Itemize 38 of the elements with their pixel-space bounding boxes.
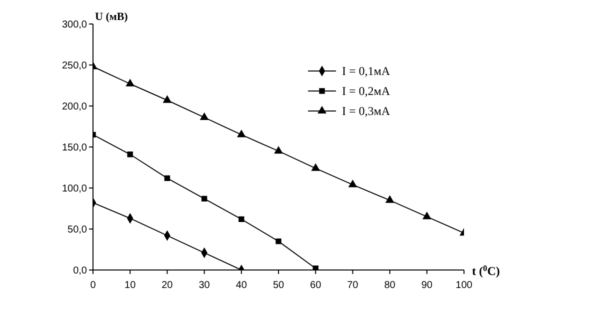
x-tick-label: 50 <box>272 280 284 291</box>
legend-label: I = 0,3мА <box>342 104 390 118</box>
y-tick-label: 0,0 <box>73 266 88 277</box>
legend-label: I = 0,1мА <box>342 64 390 78</box>
point <box>126 79 134 86</box>
x-tick-label: 40 <box>236 280 248 291</box>
point <box>163 96 172 103</box>
y-tick-label: 100,0 <box>62 184 88 195</box>
y-tick-label: 50,0 <box>68 224 88 236</box>
point <box>164 175 170 182</box>
x-tick-label: 0 <box>90 280 96 291</box>
point <box>422 212 431 220</box>
y-axis-title: U (мВ) <box>95 11 128 23</box>
point <box>312 266 318 270</box>
point <box>348 180 357 188</box>
x-tick-label: 60 <box>310 280 322 291</box>
y-tick-label: 150,0 <box>62 142 88 154</box>
point <box>312 164 320 171</box>
x-tick-label: 20 <box>162 280 174 291</box>
point <box>200 112 208 120</box>
y-tick-label: 300,0 <box>62 20 88 31</box>
legend-label: I = 0,2мА <box>342 84 390 98</box>
x-tick-label: 70 <box>347 280 359 291</box>
point <box>238 216 244 222</box>
point <box>386 196 394 203</box>
y-tick-label: 250,0 <box>62 60 88 72</box>
x-tick-label: 30 <box>198 280 210 291</box>
point <box>276 238 282 244</box>
point <box>237 130 246 138</box>
x-tick-label: 100 <box>456 280 473 291</box>
x-tick-label: 10 <box>124 280 136 291</box>
x-tick-label: 90 <box>421 280 433 291</box>
point <box>127 152 133 158</box>
x-axis-title: t ($^{0}$C) <box>472 264 500 278</box>
point <box>274 146 283 154</box>
y-tick-label: 200,0 <box>62 102 88 113</box>
x-tick-label: 80 <box>384 280 396 291</box>
point <box>201 196 208 202</box>
